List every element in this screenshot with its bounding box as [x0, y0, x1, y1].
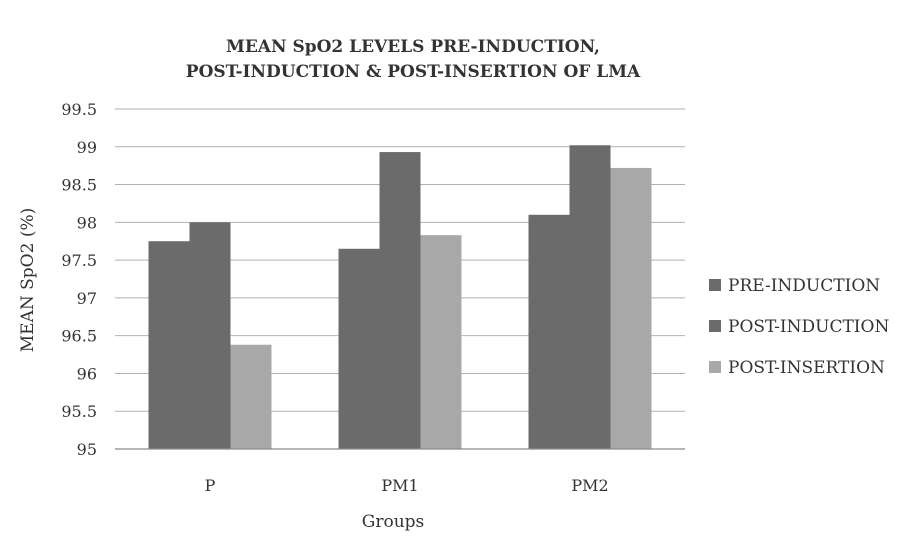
legend-swatch: [709, 320, 721, 332]
x-tick-label: PM1: [381, 476, 418, 495]
bar: [569, 145, 611, 449]
legend-swatch: [709, 361, 721, 373]
y-tick-label: 95: [77, 440, 97, 459]
chart-title-line-1: MEAN SpO2 LEVELS PRE-INDUCTION,: [226, 37, 600, 57]
x-axis-ticks: P PM1 PM2: [205, 476, 609, 495]
y-tick-label: 98.5: [61, 176, 97, 195]
y-axis-ticks: 95 95.5 96 96.5 97 97.5 98 98.5 99 99.5: [61, 100, 97, 459]
y-axis-title: MEAN SpO2 (%): [18, 208, 38, 352]
legend-label: POST-INDUCTION: [728, 317, 889, 337]
legend-label: POST-INSERTION: [728, 358, 885, 378]
y-tick-label: 96: [77, 364, 97, 383]
bar: [379, 152, 421, 450]
y-tick-label: 98: [77, 213, 97, 232]
bar: [420, 235, 462, 449]
y-tick-label: 97: [77, 289, 97, 308]
y-tick-label: 97.5: [61, 251, 97, 270]
bar: [610, 167, 652, 449]
bar: [148, 241, 190, 449]
chart-title-line-2: POST-INDUCTION & POST-INSERTION OF LMA: [186, 62, 641, 82]
bar: [230, 344, 272, 449]
x-tick-label: PM2: [571, 476, 608, 495]
y-tick-label: 99: [77, 138, 97, 157]
legend: PRE-INDUCTION POST-INDUCTION POST-INSERTIO…: [709, 276, 889, 378]
bar: [189, 222, 231, 449]
y-tick-label: 95.5: [61, 402, 97, 421]
bar: [338, 248, 380, 449]
x-axis-title: Groups: [362, 512, 425, 532]
legend-swatch: [709, 279, 721, 291]
x-tick-label: P: [205, 476, 216, 495]
y-tick-label: 99.5: [61, 100, 97, 119]
y-tick-label: 96.5: [61, 327, 97, 346]
bars: [148, 145, 652, 450]
legend-label: PRE-INDUCTION: [728, 276, 880, 296]
bar: [528, 214, 570, 449]
